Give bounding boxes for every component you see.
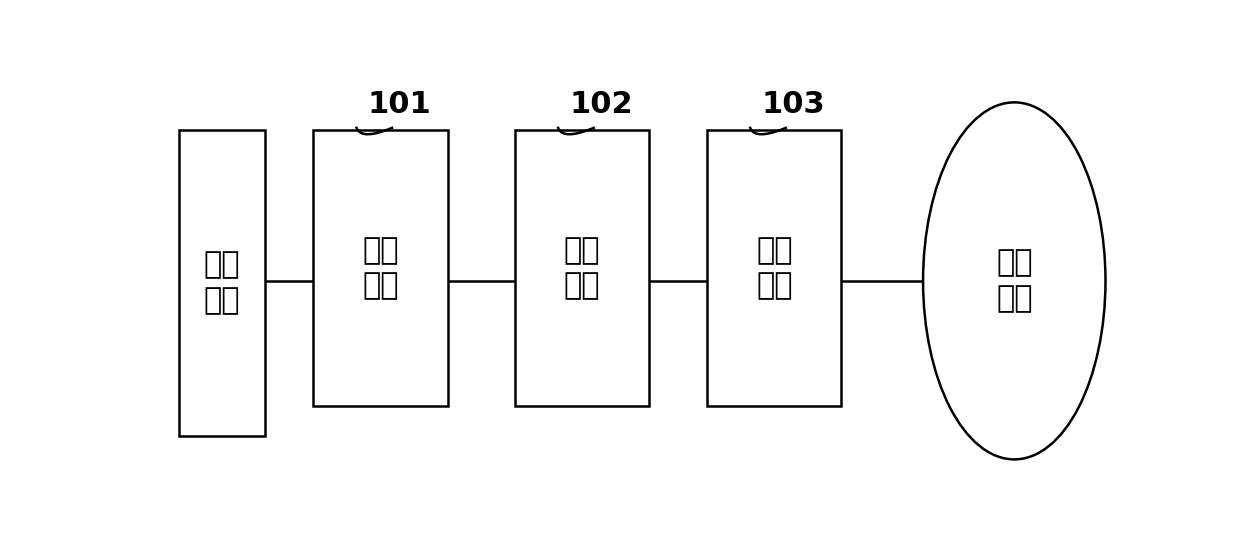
Text: 102: 102: [570, 90, 633, 119]
Text: 逆变
模块: 逆变 模块: [756, 236, 793, 301]
Text: 变压
模块: 变压 模块: [564, 236, 601, 301]
Text: 低压
模块: 低压 模块: [362, 236, 399, 301]
Bar: [515, 130, 649, 406]
Text: 受控
对象: 受控 对象: [204, 251, 240, 315]
Text: 101: 101: [368, 90, 431, 119]
Bar: [313, 130, 447, 406]
Bar: [178, 130, 265, 436]
Text: 交流
电网: 交流 电网: [996, 248, 1032, 314]
Text: 103: 103: [762, 90, 825, 119]
Bar: [707, 130, 841, 406]
Ellipse shape: [923, 102, 1105, 459]
